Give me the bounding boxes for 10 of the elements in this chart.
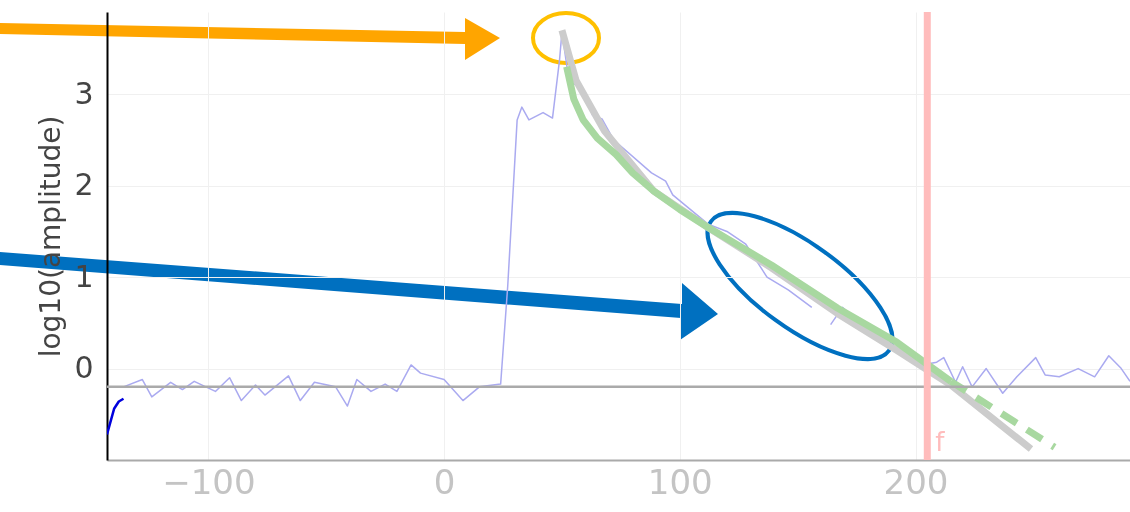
line-series	[107, 397, 125, 436]
y-tick-label: 3	[74, 75, 94, 111]
x-tick-label: 0	[433, 461, 456, 502]
y-axis-title: log10(amplitude)	[34, 115, 68, 358]
y-tick-label: 0	[74, 350, 94, 386]
y-tick-label: 2	[74, 167, 94, 203]
x-tick-label: 100	[647, 461, 713, 502]
ref-line-label: f	[935, 427, 946, 457]
x-tick-label: 200	[883, 461, 949, 502]
x-tick-label: −100	[162, 461, 256, 502]
